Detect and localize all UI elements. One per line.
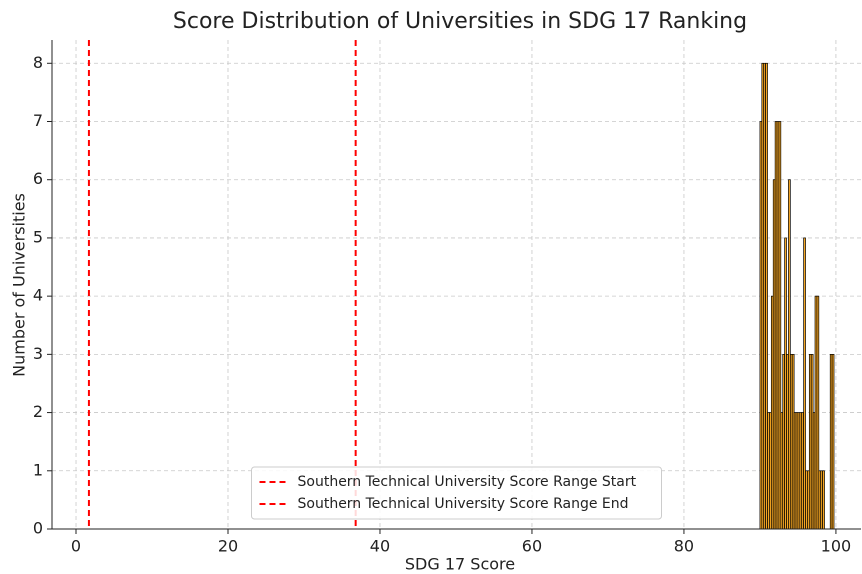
x-tick-label: 40 [370, 537, 390, 556]
y-tick-label: 6 [33, 169, 43, 188]
legend-label: Southern Technical University Score Rang… [298, 474, 637, 490]
x-axis-label: SDG 17 Score [405, 555, 515, 574]
x-tick-label: 80 [674, 537, 694, 556]
chart-title: Score Distribution of Universities in SD… [173, 9, 747, 34]
y-tick-label: 1 [33, 460, 43, 479]
x-tick-label: 100 [821, 537, 852, 556]
y-tick-label: 8 [33, 53, 43, 72]
x-tick-label: 0 [71, 537, 81, 556]
legend: Southern Technical University Score Rang… [251, 466, 662, 520]
y-tick-label: 3 [33, 344, 43, 363]
axes-frame [51, 40, 861, 530]
legend-box [251, 466, 662, 520]
x-tick-label: 60 [522, 537, 542, 556]
bar [822, 470, 825, 530]
y-tick-label: 5 [33, 227, 43, 246]
y-tick-label: 7 [33, 111, 43, 130]
y-tick-label: 2 [33, 402, 43, 421]
y-axis-label: Number of Universities [10, 193, 29, 377]
y-tick-label: 4 [33, 286, 43, 305]
y-tick-label: 0 [33, 519, 43, 538]
bar [831, 354, 835, 530]
legend-label: Southern Technical University Score Rang… [298, 496, 629, 512]
x-tick-label: 20 [218, 537, 238, 556]
